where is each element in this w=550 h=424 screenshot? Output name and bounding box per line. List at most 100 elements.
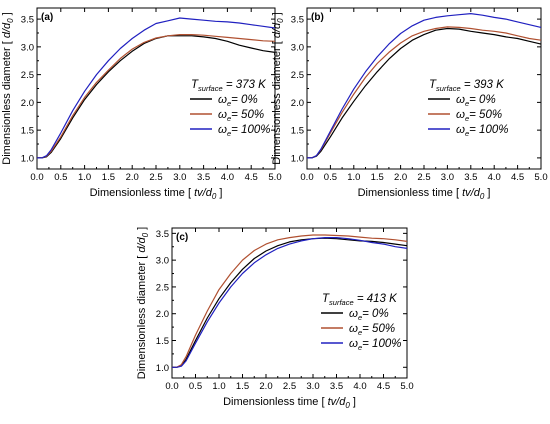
legend-omega-subscript: e — [358, 343, 362, 352]
x-tick-label: 1.0 — [347, 172, 360, 183]
legend-omega: ω — [218, 124, 227, 136]
series-line-100pct — [172, 237, 408, 368]
chart-panel-1: 0.0 0.5 1.0 1.5 2.0 2.5 3.0 3.5 4.0 4.5 5.0 1.0 1.5 2… — [1, 7, 282, 201]
y-axis-label-close: ] — [1, 12, 13, 18]
x-tick-label: 1.5 — [371, 172, 384, 183]
y-axis-label: Dimensionless diameter [ d/d0 ] — [271, 12, 285, 164]
y-tick-label: 1.5 — [156, 336, 169, 347]
legend-series-name: = 0% — [231, 94, 258, 106]
x-axis-label-text: Dimensionless time [ — [90, 187, 195, 199]
y-tick-label: 1.5 — [291, 126, 304, 137]
x-axis-label-text: Dimensionless time [ — [223, 396, 328, 408]
x-tick-label: 2.0 — [126, 172, 139, 183]
x-tick-label: 1.0 — [212, 381, 225, 392]
panel-label: (a) — [41, 12, 53, 23]
y-tick-label: 2.5 — [21, 70, 34, 81]
x-axis-label: Dimensionless time [ tv/d0 ] — [358, 187, 491, 201]
legend-omega: ω — [218, 94, 227, 106]
y-axis-label-var: d/d — [271, 22, 283, 38]
legend-omega: ω — [349, 323, 358, 335]
y-tick-label: 3.0 — [21, 42, 34, 53]
y-tick-label: 2.0 — [21, 98, 34, 109]
chart-panel-2: 0.0 0.5 1.0 1.5 2.0 2.5 3.0 3.5 4.0 4.5 5.0 1.0 1.5 2… — [271, 7, 548, 201]
x-axis-label-var: tv/d — [462, 187, 481, 199]
y-tick-label: 1.5 — [21, 126, 34, 137]
plot-frame — [306, 7, 542, 170]
x-tick-label: 4.0 — [488, 172, 501, 183]
y-axis-label-sub: 0 — [276, 18, 285, 23]
series-line-50pct — [307, 26, 542, 159]
x-tick-label: 0.0 — [165, 381, 178, 392]
x-tick-label: 3.5 — [464, 172, 477, 183]
chart-panel-3: 0.0 0.5 1.0 1.5 2.0 2.5 3.0 3.5 4.0 4.5 5.0 1.0 1.5 2… — [136, 227, 414, 410]
x-axis-label-close: ] — [350, 396, 356, 408]
y-axis-label-text: Dimensionless diameter [ — [1, 38, 13, 165]
y-axis-label-var: d/d — [136, 236, 148, 252]
x-axis-label-text: Dimensionless time [ — [358, 187, 463, 199]
x-tick-label: 2.5 — [417, 172, 430, 183]
x-axis-label-var: tv/d — [328, 396, 347, 408]
legend-omega-subscript: e — [227, 99, 231, 108]
y-tick-label: 2.5 — [156, 282, 169, 293]
series-line-0pct — [307, 27, 542, 159]
x-tick-label: 4.0 — [353, 381, 366, 392]
legend-label: ωe= 50% — [218, 109, 264, 123]
y-tick-label: 3.5 — [156, 229, 169, 240]
x-axis-label-sub: 0 — [345, 401, 350, 410]
temperature-label: Tsurface = 393 K — [429, 79, 505, 93]
series-line-100pct — [307, 13, 542, 159]
temperature-subscript: surface — [329, 298, 354, 307]
legend-omega-subscript: e — [465, 114, 469, 123]
legend-series-name: = 50% — [231, 109, 264, 121]
legend-series-name: = 50% — [362, 323, 395, 335]
legend-label: ωe= 50% — [349, 323, 395, 337]
temperature-subscript: surface — [198, 84, 223, 93]
x-tick-label: 4.0 — [221, 172, 234, 183]
x-tick-label: 2.0 — [394, 172, 407, 183]
legend-omega-subscript: e — [227, 114, 231, 123]
temperature-label: Tsurface = 373 K — [191, 79, 267, 93]
temperature-label: Tsurface = 413 K — [322, 293, 398, 307]
y-axis-label-sub: 0 — [6, 18, 15, 23]
x-tick-label: 3.0 — [306, 381, 319, 392]
legend-omega-subscript: e — [358, 328, 362, 337]
series-line-0pct — [37, 35, 276, 159]
x-tick-label: 0.5 — [189, 381, 202, 392]
legend-label: ωe= 0% — [349, 308, 389, 322]
y-axis-label-close: ] — [136, 227, 148, 233]
y-tick-label: 2.0 — [156, 309, 169, 320]
y-axis-label-text: Dimensionless diameter [ — [136, 253, 148, 380]
y-tick-label: 2.5 — [291, 70, 304, 81]
x-tick-label: 4.5 — [511, 172, 524, 183]
y-tick-label: 1.0 — [21, 153, 34, 164]
temperature-value: = 373 K — [223, 79, 267, 91]
x-axis-label-var: tv/d — [194, 187, 213, 199]
x-tick-label: 2.5 — [149, 172, 162, 183]
legend-omega: ω — [456, 124, 465, 136]
legend-omega-subscript: e — [227, 129, 231, 138]
y-axis-label-close: ] — [271, 12, 283, 18]
series-line-100pct — [37, 17, 276, 159]
x-tick-label: 3.0 — [441, 172, 454, 183]
y-tick-label: 3.0 — [156, 256, 169, 267]
x-axis-label-sub: 0 — [212, 192, 217, 201]
legend-label: ωe= 0% — [218, 94, 258, 108]
legend-omega-subscript: e — [465, 129, 469, 138]
y-axis-label-sub: 0 — [141, 232, 150, 237]
legend-series-name: = 0% — [469, 94, 496, 106]
legend-omega: ω — [349, 338, 358, 350]
legend-omega: ω — [218, 109, 227, 121]
x-tick-label: 5.0 — [400, 381, 413, 392]
legend-label: ωe= 0% — [456, 94, 496, 108]
legend-omega-subscript: e — [358, 313, 362, 322]
y-tick-label: 1.0 — [156, 363, 169, 374]
x-axis-label-close: ] — [484, 187, 490, 199]
temperature-value: = 393 K — [461, 79, 505, 91]
x-tick-label: 2.0 — [259, 381, 272, 392]
y-axis-label-text: Dimensionless diameter [ — [271, 38, 283, 165]
x-axis-label-sub: 0 — [480, 192, 485, 201]
x-tick-label: 1.5 — [236, 381, 249, 392]
legend-label: ωe= 100% — [456, 124, 508, 138]
x-axis-label: Dimensionless time [ tv/d0 ] — [223, 396, 356, 410]
legend-omega: ω — [456, 94, 465, 106]
